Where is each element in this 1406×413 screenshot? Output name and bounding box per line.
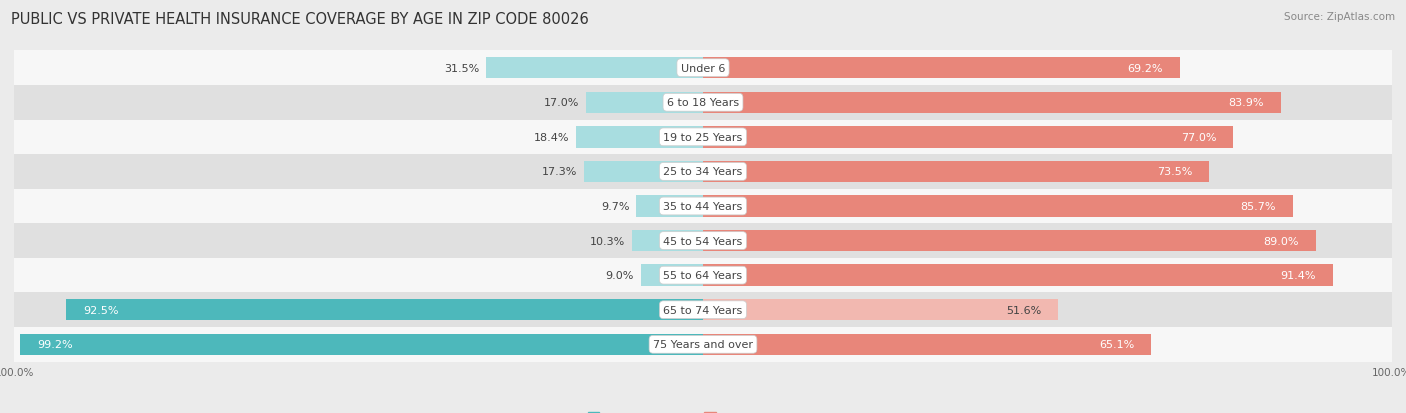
FancyBboxPatch shape xyxy=(14,327,1392,362)
Text: 9.0%: 9.0% xyxy=(606,271,634,280)
Text: 6 to 18 Years: 6 to 18 Years xyxy=(666,98,740,108)
Bar xyxy=(703,230,1316,252)
Text: 65.1%: 65.1% xyxy=(1099,339,1135,349)
Text: 18.4%: 18.4% xyxy=(534,133,569,142)
Bar xyxy=(576,127,703,148)
Text: Source: ZipAtlas.com: Source: ZipAtlas.com xyxy=(1284,12,1395,22)
FancyBboxPatch shape xyxy=(14,155,1392,189)
Text: 83.9%: 83.9% xyxy=(1229,98,1264,108)
FancyBboxPatch shape xyxy=(14,293,1392,327)
Text: 55 to 64 Years: 55 to 64 Years xyxy=(664,271,742,280)
Bar xyxy=(703,93,1281,114)
Text: 17.3%: 17.3% xyxy=(541,167,576,177)
FancyBboxPatch shape xyxy=(14,224,1392,258)
Text: 75 Years and over: 75 Years and over xyxy=(652,339,754,349)
Text: PUBLIC VS PRIVATE HEALTH INSURANCE COVERAGE BY AGE IN ZIP CODE 80026: PUBLIC VS PRIVATE HEALTH INSURANCE COVER… xyxy=(11,12,589,27)
Text: 91.4%: 91.4% xyxy=(1279,271,1316,280)
Text: 85.7%: 85.7% xyxy=(1240,202,1277,211)
Text: 92.5%: 92.5% xyxy=(83,305,118,315)
FancyBboxPatch shape xyxy=(14,51,1392,86)
FancyBboxPatch shape xyxy=(14,189,1392,224)
Bar xyxy=(633,230,703,252)
Text: 31.5%: 31.5% xyxy=(444,64,479,74)
Bar xyxy=(66,299,703,320)
Bar xyxy=(636,196,703,217)
Text: 45 to 54 Years: 45 to 54 Years xyxy=(664,236,742,246)
Text: 89.0%: 89.0% xyxy=(1264,236,1299,246)
Text: 69.2%: 69.2% xyxy=(1128,64,1163,74)
Text: 99.2%: 99.2% xyxy=(37,339,73,349)
Text: 77.0%: 77.0% xyxy=(1181,133,1216,142)
Text: 17.0%: 17.0% xyxy=(544,98,579,108)
FancyBboxPatch shape xyxy=(14,258,1392,293)
Bar xyxy=(703,334,1152,355)
Bar xyxy=(703,127,1233,148)
Text: 65 to 74 Years: 65 to 74 Years xyxy=(664,305,742,315)
Bar xyxy=(703,161,1209,183)
Bar xyxy=(586,93,703,114)
Bar xyxy=(703,58,1180,79)
Bar xyxy=(641,265,703,286)
Text: 10.3%: 10.3% xyxy=(591,236,626,246)
Bar xyxy=(583,161,703,183)
Text: Under 6: Under 6 xyxy=(681,64,725,74)
Bar xyxy=(486,58,703,79)
Bar xyxy=(703,265,1333,286)
Legend: Public Insurance, Private Insurance: Public Insurance, Private Insurance xyxy=(583,408,823,413)
Text: 51.6%: 51.6% xyxy=(1007,305,1042,315)
FancyBboxPatch shape xyxy=(14,120,1392,155)
Text: 35 to 44 Years: 35 to 44 Years xyxy=(664,202,742,211)
Text: 73.5%: 73.5% xyxy=(1157,167,1192,177)
Bar xyxy=(703,299,1059,320)
Bar xyxy=(20,334,703,355)
Text: 25 to 34 Years: 25 to 34 Years xyxy=(664,167,742,177)
Text: 19 to 25 Years: 19 to 25 Years xyxy=(664,133,742,142)
Text: 9.7%: 9.7% xyxy=(600,202,630,211)
FancyBboxPatch shape xyxy=(14,86,1392,120)
Bar xyxy=(703,196,1294,217)
